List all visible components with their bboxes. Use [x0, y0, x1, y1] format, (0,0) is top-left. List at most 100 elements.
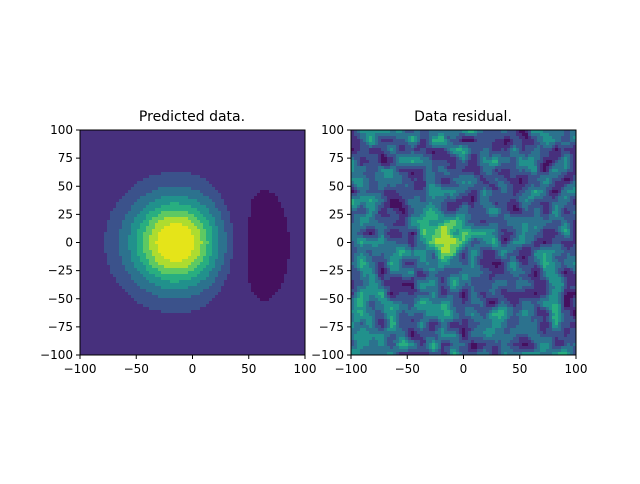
contour-cell	[155, 169, 159, 173]
contour-cell	[224, 193, 228, 197]
contour-cell	[80, 316, 84, 320]
contour-cell	[128, 298, 132, 302]
contour-cell	[176, 232, 180, 236]
contour-cell	[203, 187, 207, 191]
contour-cell	[119, 160, 123, 164]
contour-cell	[86, 157, 90, 161]
contour-cell	[104, 283, 108, 287]
contour-cell	[233, 316, 237, 320]
contour-cell	[188, 292, 192, 296]
contour-cell	[269, 259, 273, 263]
contour-cell	[254, 163, 258, 167]
contour-cell	[206, 163, 210, 167]
contour-cell	[284, 139, 288, 143]
contour-cell	[167, 142, 171, 146]
contour-cell	[116, 325, 120, 329]
contour-cell	[293, 154, 297, 158]
contour-cell	[119, 232, 123, 236]
contour-cell	[107, 289, 111, 293]
contour-cell	[275, 133, 279, 137]
contour-cell	[104, 277, 108, 281]
contour-cell	[269, 157, 273, 161]
contour-cell	[107, 247, 111, 251]
contour-cell	[110, 283, 114, 287]
contour-cell	[203, 283, 207, 287]
contour-cell	[122, 316, 126, 320]
contour-cell	[284, 235, 288, 239]
contour-cell	[140, 199, 144, 203]
contour-cell	[269, 313, 273, 317]
contour-cell	[242, 232, 246, 236]
contour-cell	[242, 184, 246, 188]
contour-cell	[83, 196, 87, 200]
contour-cell	[284, 253, 288, 257]
contour-cell	[92, 244, 96, 248]
contour-cell	[170, 286, 174, 290]
contour-cell	[146, 286, 150, 290]
contour-cell	[104, 202, 108, 206]
contour-cell	[143, 172, 147, 176]
contour-cell	[233, 205, 237, 209]
contour-cell	[299, 208, 303, 212]
contour-cell	[233, 172, 237, 176]
contour-cell	[251, 193, 255, 197]
contour-cell	[194, 295, 198, 299]
contour-cell	[161, 148, 165, 152]
contour-cell	[242, 148, 246, 152]
contour-cell	[197, 151, 201, 155]
contour-cell	[104, 154, 108, 158]
contour-cell	[281, 226, 285, 230]
contour-cell	[188, 187, 192, 191]
contour-cell	[266, 247, 270, 251]
contour-cell	[254, 298, 258, 302]
contour-cell	[293, 187, 297, 191]
contour-cell	[275, 253, 279, 257]
contour-cell	[80, 304, 84, 308]
contour-cell	[80, 172, 84, 176]
contour-cell	[179, 193, 183, 197]
contour-cell	[209, 196, 213, 200]
contour-cell	[164, 157, 168, 161]
contour-cell	[224, 160, 228, 164]
contour-cell	[116, 298, 120, 302]
contour-cell	[224, 211, 228, 215]
contour-cell	[122, 250, 126, 254]
contour-cell	[194, 187, 198, 191]
contour-cell	[116, 301, 120, 305]
contour-cell	[233, 196, 237, 200]
contour-cell	[209, 169, 213, 173]
contour-cell	[125, 235, 129, 239]
contour-cell	[155, 253, 159, 257]
contour-cell	[299, 310, 303, 314]
contour-cell	[119, 322, 123, 326]
contour-cell	[236, 241, 240, 245]
contour-cell	[143, 259, 147, 263]
contour-cell	[167, 187, 171, 191]
contour-cell	[143, 244, 147, 248]
contour-cell	[200, 298, 204, 302]
contour-cell	[125, 313, 129, 317]
contour-cell	[245, 133, 249, 137]
contour-cell	[107, 130, 111, 134]
contour-cell	[260, 175, 264, 179]
contour-cell	[182, 169, 186, 173]
contour-cell	[254, 313, 258, 317]
contour-cell	[296, 205, 300, 209]
contour-cell	[299, 283, 303, 287]
contour-cell	[218, 130, 222, 134]
contour-cell	[131, 244, 135, 248]
contour-cell	[236, 196, 240, 200]
contour-cell	[167, 256, 171, 260]
contour-cell	[203, 322, 207, 326]
contour-cell	[170, 262, 174, 266]
contour-cell	[161, 319, 165, 323]
contour-cell	[248, 280, 252, 284]
contour-cell	[254, 190, 258, 194]
contour-cell	[137, 295, 141, 299]
contour-cell	[302, 325, 306, 329]
contour-cell	[95, 262, 99, 266]
contour-cell	[152, 325, 156, 329]
contour-cell	[281, 304, 285, 308]
contour-cell	[146, 277, 150, 281]
contour-cell	[86, 235, 90, 239]
